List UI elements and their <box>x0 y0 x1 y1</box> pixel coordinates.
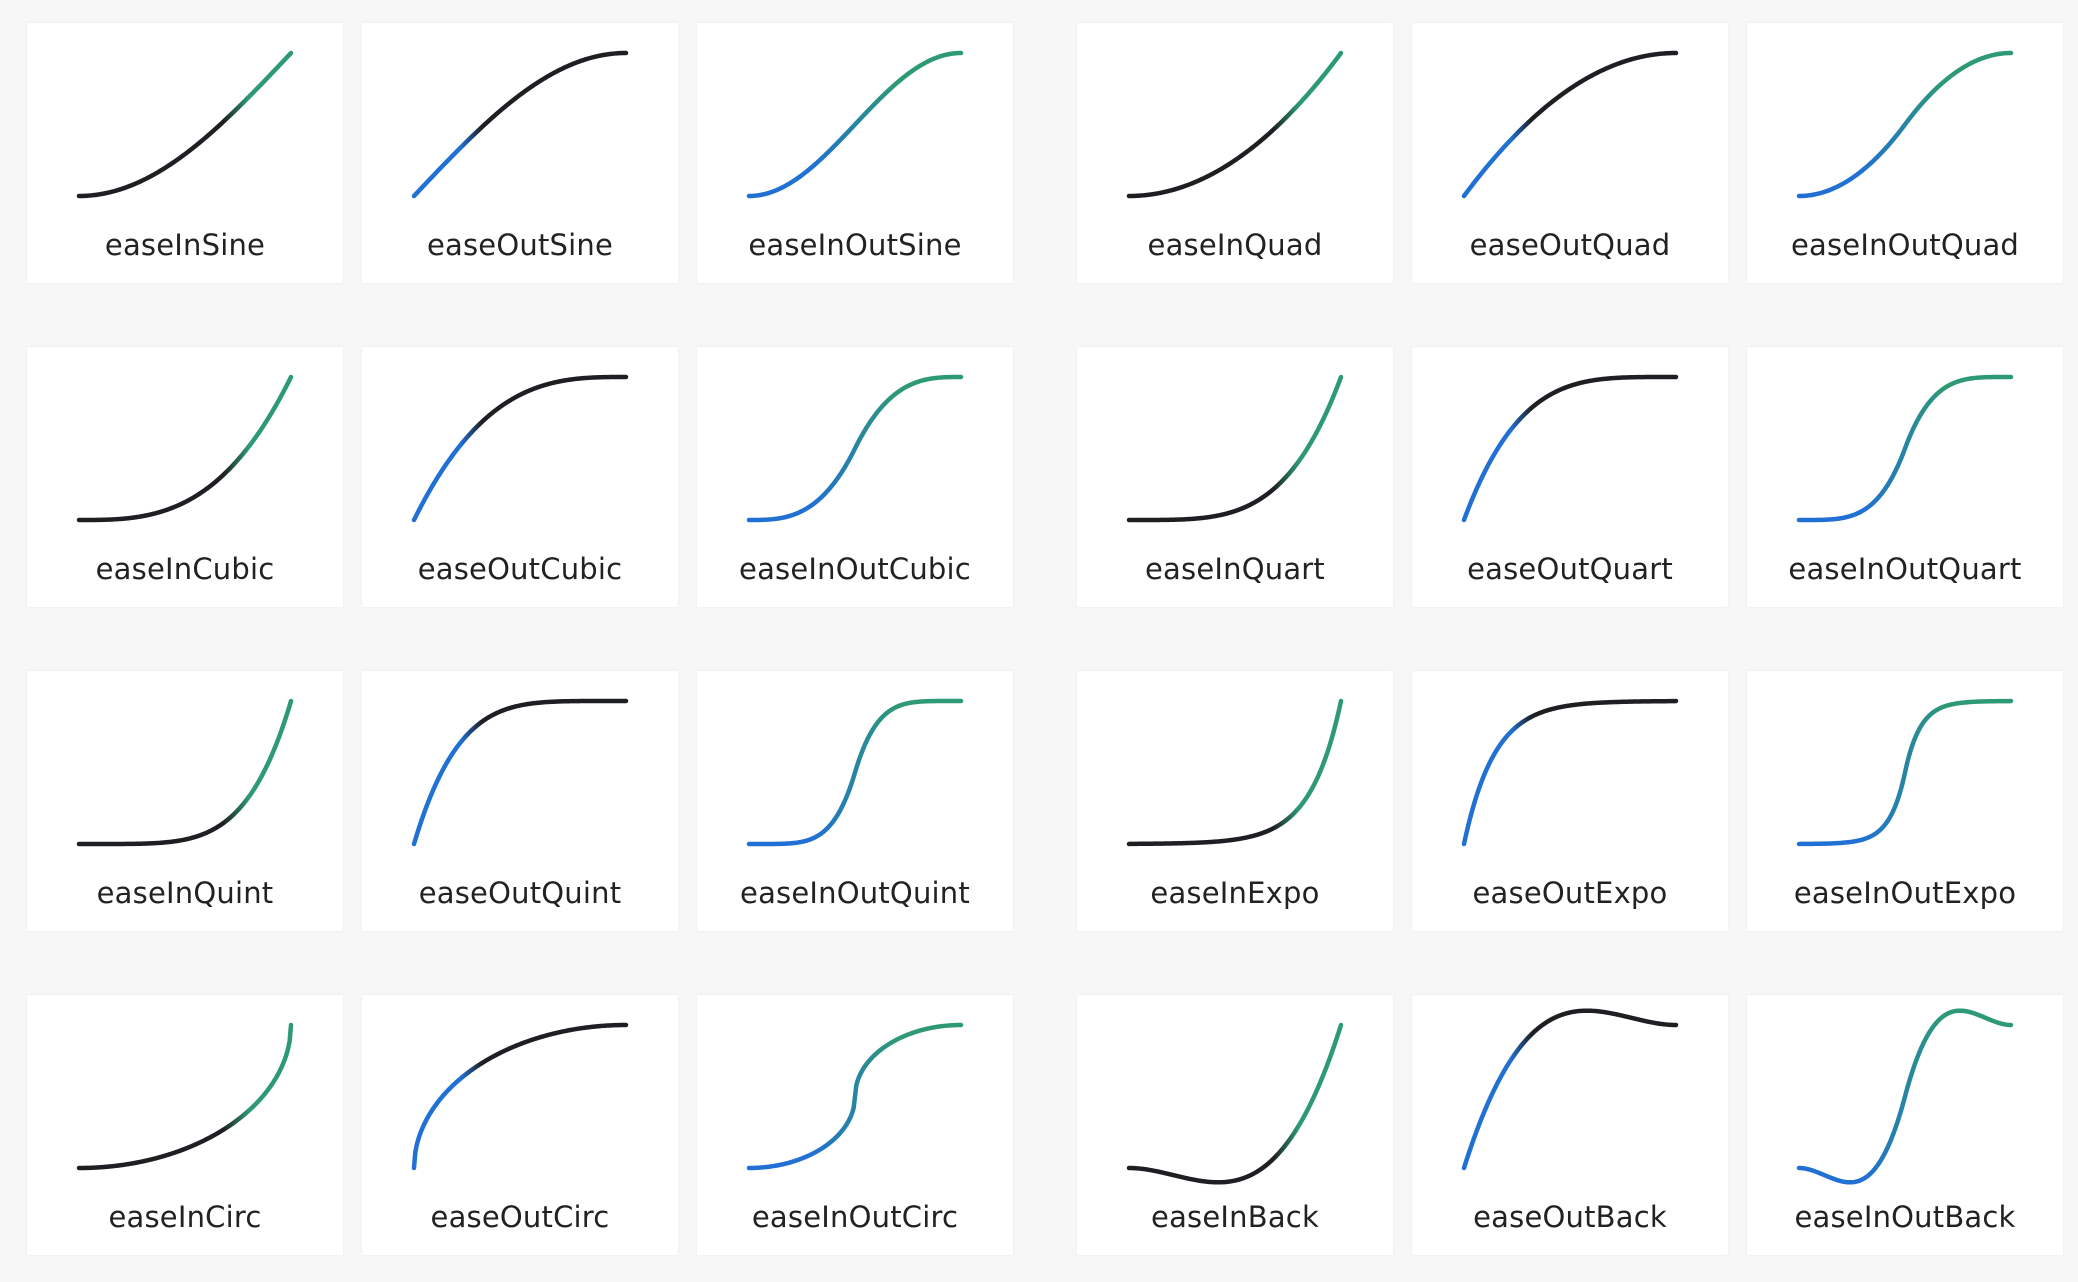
curve-plot <box>411 1022 629 1171</box>
easing-curve <box>76 1022 294 1171</box>
card-ease-in-out-quad: easeInOutQuad <box>1747 23 2063 283</box>
card-ease-in-out-expo: easeInOutExpo <box>1747 671 2063 931</box>
card-ease-out-cubic: easeOutCubic <box>362 347 678 607</box>
curve-plot <box>411 698 629 847</box>
curve-label: easeInOutQuint <box>740 876 970 910</box>
curve-label: easeOutQuad <box>1469 228 1671 262</box>
curve-plot <box>1796 374 2014 523</box>
curve-plot <box>1126 50 1344 199</box>
curve-plot <box>1126 374 1344 523</box>
curve-plot <box>746 1022 964 1171</box>
easing-curve <box>411 698 629 847</box>
card-ease-in-out-cubic: easeInOutCubic <box>697 347 1013 607</box>
curve-plot <box>1461 50 1679 199</box>
card-ease-out-quad: easeOutQuad <box>1412 23 1728 283</box>
curve-label: easeInOutQuart <box>1788 552 2022 586</box>
easing-curve <box>411 50 629 199</box>
card-ease-in-back: easeInBack <box>1077 995 1393 1255</box>
easing-curve <box>411 1022 629 1171</box>
curve-plot <box>1796 698 2014 847</box>
curve-plot <box>1461 698 1679 847</box>
curve-plot <box>76 1022 294 1171</box>
easing-curve <box>76 374 294 523</box>
curve-label: easeInSine <box>104 228 266 262</box>
easing-curve <box>1126 1022 1344 1185</box>
curve-plot <box>746 698 964 847</box>
curve-label: easeOutBack <box>1473 1200 1667 1234</box>
curve-plot <box>411 374 629 523</box>
card-ease-in-sine: easeInSine <box>27 23 343 283</box>
curve-label: easeOutSine <box>426 228 614 262</box>
card-ease-in-quart: easeInQuart <box>1077 347 1393 607</box>
card-ease-out-circ: easeOutCirc <box>362 995 678 1255</box>
easing-curve <box>746 374 964 523</box>
curve-label: easeInCubic <box>95 552 275 586</box>
curve-label: easeOutCirc <box>430 1200 610 1234</box>
curve-label: easeInQuart <box>1145 552 1325 586</box>
card-ease-in-circ: easeInCirc <box>27 995 343 1255</box>
easing-curve <box>411 374 629 523</box>
easing-curve <box>76 698 294 847</box>
curve-label: easeInBack <box>1151 1200 1319 1234</box>
easing-curve <box>1796 374 2014 523</box>
curve-plot <box>411 50 629 199</box>
curve-label: easeInOutCubic <box>739 552 971 586</box>
easing-curve <box>1796 698 2014 847</box>
card-ease-in-out-quint: easeInOutQuint <box>697 671 1013 931</box>
card-ease-in-out-sine: easeInOutSine <box>697 23 1013 283</box>
curve-plot <box>76 698 294 847</box>
card-ease-in-quint: easeInQuint <box>27 671 343 931</box>
easing-curve <box>1461 50 1679 199</box>
curve-plot <box>1461 1008 1679 1171</box>
card-ease-out-expo: easeOutExpo <box>1412 671 1728 931</box>
card-ease-in-cubic: easeInCubic <box>27 347 343 607</box>
curve-plot <box>1796 1008 2014 1185</box>
curve-plot <box>1796 50 2014 199</box>
curve-label: easeInOutSine <box>748 228 962 262</box>
easing-curve <box>746 1022 964 1171</box>
easing-curve <box>746 698 964 847</box>
curve-plot <box>746 374 964 523</box>
curve-plot <box>1126 1022 1344 1185</box>
curve-label: easeInQuint <box>96 876 274 910</box>
curve-plot <box>1126 698 1344 847</box>
curve-label: easeOutExpo <box>1472 876 1668 910</box>
card-ease-in-expo: easeInExpo <box>1077 671 1393 931</box>
curve-plot <box>76 374 294 523</box>
curve-plot <box>1461 374 1679 523</box>
easing-curve <box>1126 374 1344 523</box>
curve-label: easeOutQuint <box>418 876 622 910</box>
easing-curve <box>1461 698 1679 847</box>
card-ease-out-quart: easeOutQuart <box>1412 347 1728 607</box>
easing-curve <box>1126 698 1344 847</box>
curve-label: easeInOutExpo <box>1793 876 2017 910</box>
card-ease-in-out-quart: easeInOutQuart <box>1747 347 2063 607</box>
curve-label: easeInCirc <box>108 1200 262 1234</box>
card-ease-out-back: easeOutBack <box>1412 995 1728 1255</box>
easing-curve <box>1796 50 2014 199</box>
card-ease-in-out-circ: easeInOutCirc <box>697 995 1013 1255</box>
curve-label: easeOutQuart <box>1467 552 1673 586</box>
easing-curve <box>76 50 294 199</box>
card-ease-in-quad: easeInQuad <box>1077 23 1393 283</box>
card-ease-out-quint: easeOutQuint <box>362 671 678 931</box>
easing-curve <box>1461 1008 1679 1171</box>
curve-label: easeInExpo <box>1150 876 1320 910</box>
curve-label: easeInQuad <box>1147 228 1323 262</box>
easing-curve <box>1796 1008 2014 1185</box>
card-ease-in-out-back: easeInOutBack <box>1747 995 2063 1255</box>
easing-curve <box>1126 50 1344 199</box>
card-ease-out-sine: easeOutSine <box>362 23 678 283</box>
curve-label: easeInOutCirc <box>751 1200 959 1234</box>
easing-curve <box>1461 374 1679 523</box>
curve-label: easeOutCubic <box>417 552 623 586</box>
curve-plot <box>76 50 294 199</box>
curve-label: easeInOutQuad <box>1790 228 2020 262</box>
easing-curve <box>746 50 964 199</box>
curve-plot <box>746 50 964 199</box>
curve-label: easeInOutBack <box>1794 1200 2016 1234</box>
